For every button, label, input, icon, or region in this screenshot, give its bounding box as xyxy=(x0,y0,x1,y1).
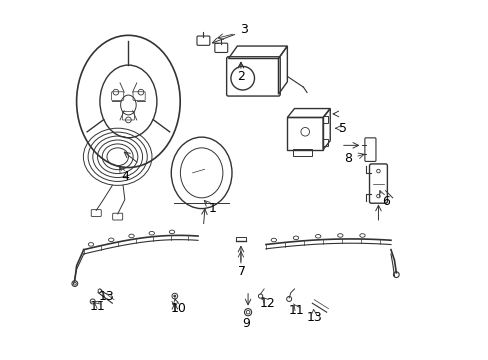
Bar xyxy=(292,149,312,156)
Text: 5: 5 xyxy=(338,122,346,135)
Bar xyxy=(287,117,323,150)
Circle shape xyxy=(173,295,176,297)
Text: 9: 9 xyxy=(242,317,250,330)
Text: 10: 10 xyxy=(170,302,186,315)
Text: 11: 11 xyxy=(90,300,106,313)
Bar xyxy=(323,116,328,123)
Bar xyxy=(323,139,328,146)
Text: 12: 12 xyxy=(259,297,275,310)
Text: 11: 11 xyxy=(288,304,304,317)
Text: 3: 3 xyxy=(240,23,248,36)
Text: 8: 8 xyxy=(344,152,351,165)
Text: 4: 4 xyxy=(121,170,128,183)
Text: 2: 2 xyxy=(237,70,244,83)
Text: 13: 13 xyxy=(305,311,322,324)
Text: 6: 6 xyxy=(381,195,389,208)
Text: 13: 13 xyxy=(98,289,114,303)
Text: 7: 7 xyxy=(238,265,245,278)
Text: 1: 1 xyxy=(208,202,216,215)
